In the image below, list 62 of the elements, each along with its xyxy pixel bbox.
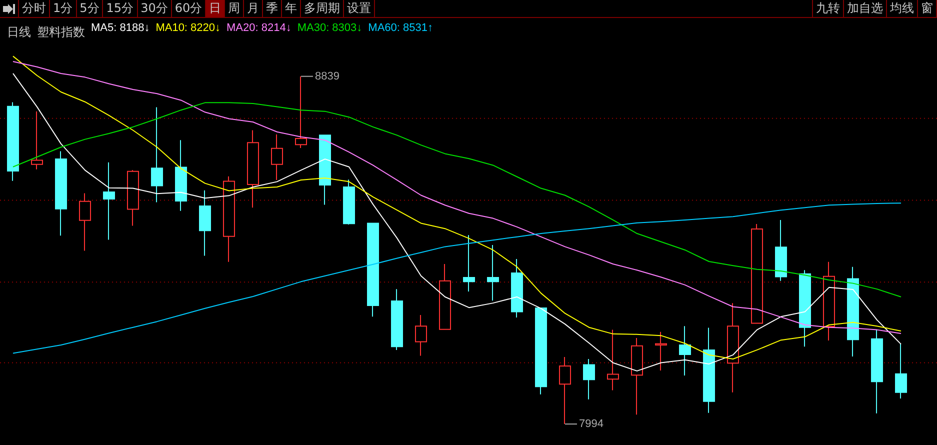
candlestick bbox=[55, 150, 67, 236]
text: 季 bbox=[263, 0, 282, 17]
chart-title: 日线 bbox=[7, 25, 31, 39]
candlestick bbox=[703, 327, 715, 414]
candlestick bbox=[343, 179, 355, 225]
text: 月 bbox=[244, 0, 264, 17]
candlestick bbox=[871, 329, 883, 414]
candlestick bbox=[415, 314, 427, 356]
text: 分时 bbox=[19, 0, 50, 17]
text: MA60: 8531↑ bbox=[368, 22, 433, 34]
candlestick bbox=[799, 270, 811, 348]
candlestick bbox=[823, 261, 835, 342]
text: 设置 bbox=[344, 0, 376, 17]
candlestick bbox=[199, 190, 211, 256]
candlestick bbox=[511, 258, 523, 318]
text: 周 bbox=[225, 0, 244, 17]
candlestick bbox=[607, 329, 619, 391]
candlestick bbox=[223, 176, 235, 262]
text: MA10: 8220↓ bbox=[156, 22, 221, 34]
candlestick bbox=[487, 244, 499, 302]
candlestick bbox=[847, 266, 859, 358]
text: 1分 bbox=[50, 0, 77, 17]
candlestick bbox=[319, 134, 331, 206]
candlestick bbox=[535, 308, 547, 395]
candlestick bbox=[7, 102, 19, 182]
candlestick bbox=[727, 302, 739, 393]
candlestick bbox=[271, 134, 283, 181]
candlestick bbox=[583, 358, 595, 400]
text: 5分 bbox=[76, 0, 104, 17]
text: 30分 bbox=[138, 0, 172, 17]
text: MA30: 8303↓ bbox=[297, 22, 362, 34]
candlestick bbox=[655, 331, 667, 372]
candlestick bbox=[367, 222, 379, 318]
candlestick bbox=[631, 338, 643, 416]
candlestick bbox=[151, 106, 163, 203]
annotation: 8839 bbox=[315, 70, 340, 82]
text: MA5: 8188↓ bbox=[91, 22, 150, 34]
candlestick bbox=[895, 342, 907, 400]
text: 窗 bbox=[918, 0, 937, 17]
text: MA20: 8214↓ bbox=[226, 22, 292, 34]
candlestick bbox=[31, 110, 43, 170]
text: 多周期 bbox=[301, 0, 344, 17]
candlestick bbox=[439, 263, 451, 330]
text: 年 bbox=[282, 0, 302, 17]
candlestick bbox=[391, 288, 403, 350]
candlestick bbox=[79, 192, 91, 252]
candlestick bbox=[247, 130, 259, 208]
text: 日 bbox=[206, 0, 226, 17]
text: 加自选 bbox=[844, 0, 887, 17]
candlestick bbox=[751, 224, 763, 324]
candlestick bbox=[775, 219, 787, 282]
annotation: 7994 bbox=[579, 418, 604, 430]
candlestick bbox=[679, 326, 691, 376]
candlestick bbox=[103, 162, 115, 240]
candlestick bbox=[463, 234, 475, 292]
text: 均线 bbox=[887, 0, 918, 17]
text: 15分 bbox=[103, 0, 138, 17]
candlestick bbox=[127, 170, 139, 226]
chart-subtitle: 塑料指数 bbox=[37, 25, 85, 39]
text: 60分 bbox=[172, 0, 206, 17]
text: 九转 bbox=[812, 0, 844, 17]
candlestick bbox=[175, 140, 187, 212]
